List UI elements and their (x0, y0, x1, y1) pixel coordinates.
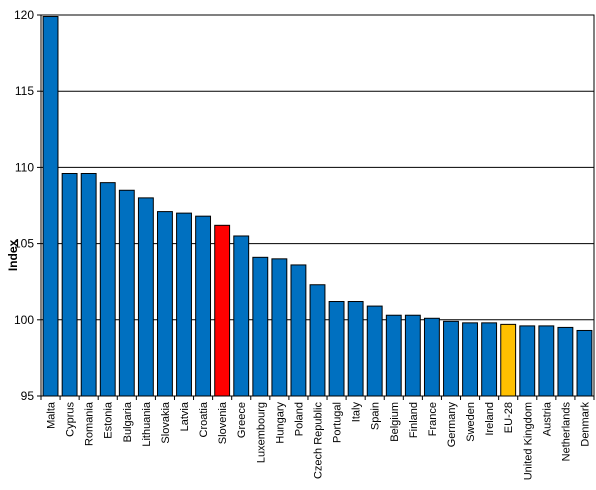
x-tick-label: Malta (46, 401, 58, 429)
bar-slovenia (214, 224, 231, 397)
bar-netherlands (557, 326, 574, 397)
y-tick-label: 115 (15, 84, 34, 98)
x-tick-label: Slovenia (217, 401, 229, 444)
bar-united-kingdom (519, 325, 536, 397)
x-tick-label: Finland (408, 402, 420, 438)
bar-slovakia (157, 211, 173, 397)
bar-cyprus (61, 172, 78, 397)
x-tick-label: Poland (293, 402, 305, 436)
bar-denmark (576, 329, 593, 397)
x-tick-label: Austria (541, 401, 553, 436)
bar-czech-republic (309, 284, 326, 397)
y-tick-label: 95 (21, 389, 35, 403)
x-tick-label: Slovakia (160, 401, 172, 443)
x-tick-label: Croatia (198, 401, 210, 437)
x-tick-label: Czech Republic (313, 402, 325, 480)
x-tick-label: Romania (84, 401, 96, 446)
x-tick-label: Portugal (332, 402, 344, 443)
x-tick-label: Germany (446, 402, 458, 448)
bar-luxembourg (252, 256, 269, 397)
bar-finland (404, 314, 421, 397)
y-tick-label: 120 (14, 8, 34, 22)
bar-spain (366, 305, 383, 397)
bar-poland (290, 264, 307, 397)
y-axis: 95 100 105 110 115 120 (14, 8, 41, 403)
bar-croatia (195, 215, 212, 397)
bar-lithuania (137, 197, 154, 397)
x-tick-label: Ireland (484, 402, 496, 436)
bar-france (423, 317, 440, 397)
x-tick-label: Sweden (465, 402, 477, 442)
x-axis: Malta Cyprus Romania Estonia Bulgaria Lithuan… (40, 396, 595, 480)
x-tick-label: Estonia (103, 401, 115, 439)
x-tick-label: Denmark (579, 402, 591, 447)
bar-sweden (462, 322, 478, 397)
x-tick-label: Latvia (179, 401, 191, 431)
x-tick-label: Greece (236, 402, 248, 438)
bar-portugal (328, 301, 345, 397)
bars (42, 16, 593, 397)
bar-hungary (271, 258, 288, 397)
x-tick-label: Luxembourg (255, 402, 267, 463)
x-tick-label: Italy (351, 402, 363, 423)
x-tick-label: Netherlands (560, 402, 572, 462)
bar-greece (233, 235, 250, 397)
y-tick-label: 105 (14, 237, 34, 251)
bar-germany (443, 320, 459, 397)
x-tick-label: France (427, 402, 439, 436)
y-tick-label: 110 (15, 160, 34, 174)
y-axis-title: Index (6, 240, 20, 272)
x-tick-label: Bulgaria (122, 401, 134, 442)
x-tick-label: Lithuania (141, 401, 153, 447)
x-tick-label: EU-28 (503, 402, 515, 433)
bar-malta (42, 16, 59, 397)
x-tick-label: United Kingdom (522, 402, 534, 480)
bar-belgium (385, 314, 402, 397)
y-tick-label: 100 (14, 313, 34, 327)
bar-bulgaria (118, 189, 135, 397)
x-tick-label: Hungary (274, 402, 286, 444)
x-tick-label: Cyprus (65, 402, 77, 437)
bar-estonia (99, 182, 116, 397)
bar-ireland (481, 322, 498, 397)
bar-latvia (176, 212, 192, 397)
bar-eu-28 (500, 323, 517, 397)
x-tick-label: Belgium (389, 402, 401, 442)
bar-romania (80, 172, 97, 397)
bar-italy (347, 301, 364, 397)
bar-austria (538, 325, 555, 397)
x-tick-label: Spain (370, 402, 382, 430)
